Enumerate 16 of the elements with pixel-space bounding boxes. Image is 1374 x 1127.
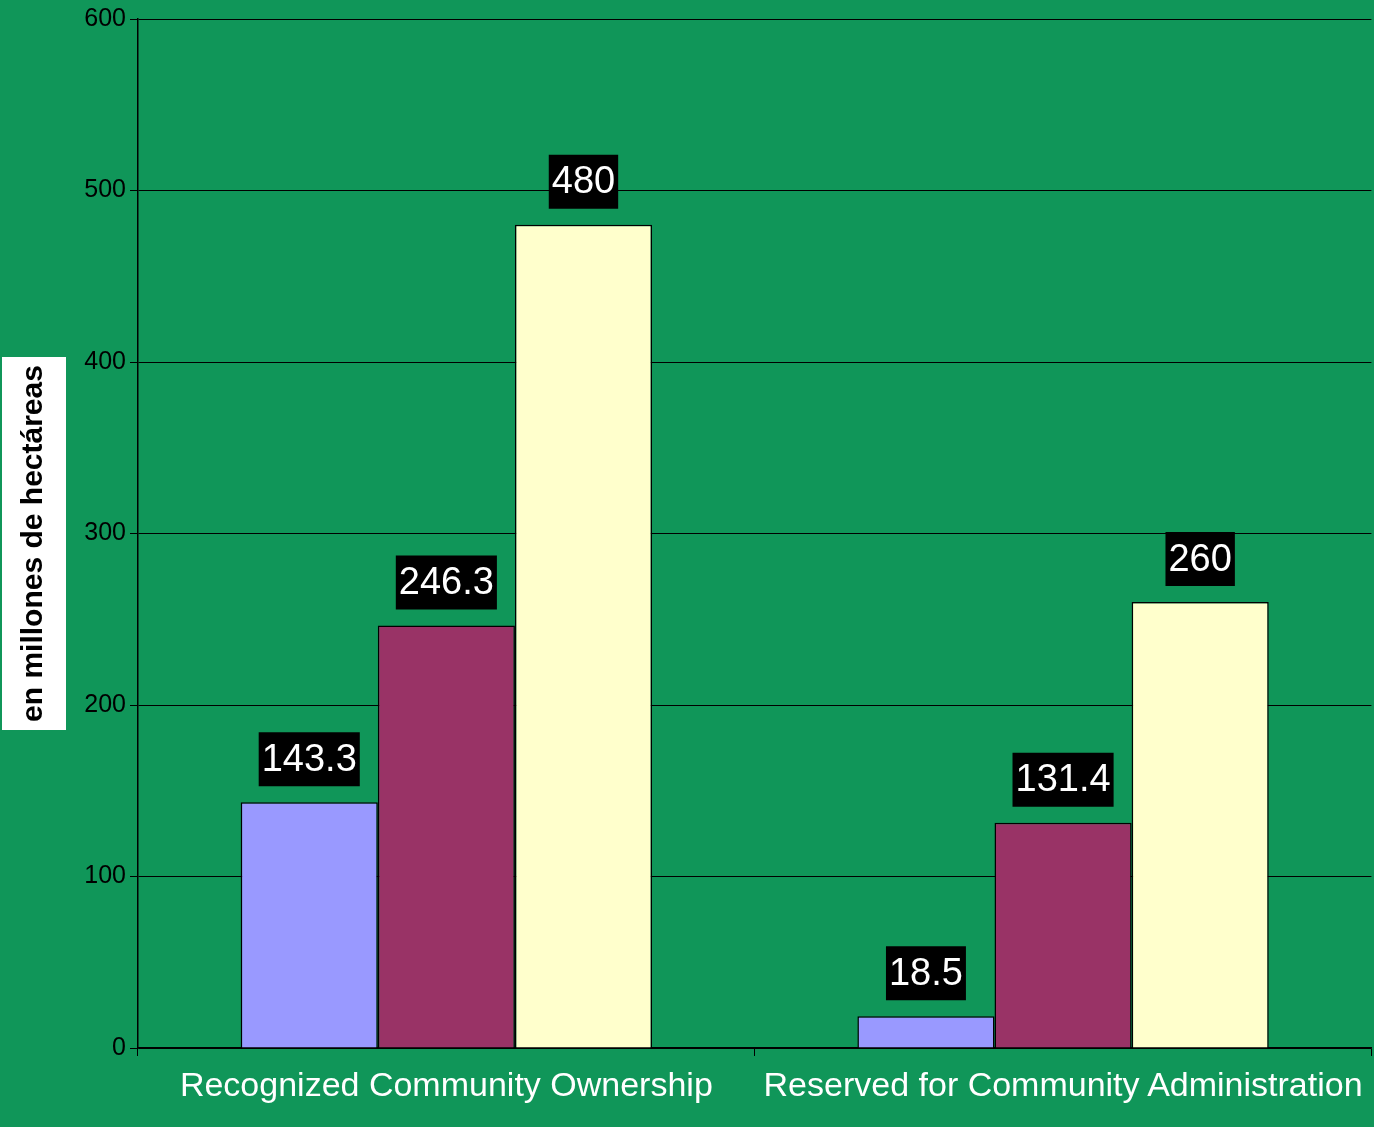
y-tick-label: 600	[84, 2, 126, 31]
data-label: 246.3	[398, 560, 494, 603]
y-tick-label: 400	[84, 345, 126, 374]
y-axis-title: en millones de hectáreas	[15, 365, 49, 722]
data-label: 143.3	[261, 736, 357, 779]
x-tick-label: Reserved for Community Administration	[763, 1064, 1363, 1103]
data-label: 480	[551, 159, 616, 202]
y-tick-label: 300	[84, 517, 126, 546]
y-tick-label: 0	[112, 1031, 126, 1060]
data-label: 260	[1168, 536, 1232, 579]
y-tick-label: 200	[84, 688, 126, 717]
y-tick-label: 100	[84, 860, 126, 889]
data-label: 131.4	[1015, 757, 1111, 800]
x-tick-label: Recognized Community Ownership	[179, 1064, 713, 1103]
y-tick-label: 500	[84, 174, 126, 203]
data-label: 18.5	[888, 950, 963, 993]
